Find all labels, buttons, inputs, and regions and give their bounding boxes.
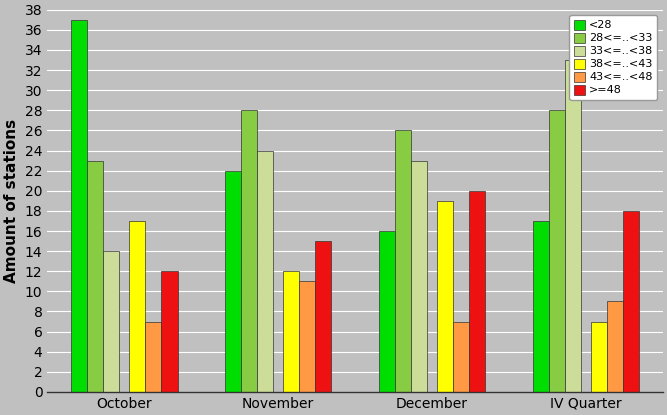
Bar bbox=[129, 221, 145, 392]
Bar bbox=[315, 241, 331, 392]
Bar bbox=[257, 151, 273, 392]
Bar bbox=[437, 201, 453, 392]
Bar bbox=[607, 301, 623, 392]
Y-axis label: Amount of stations: Amount of stations bbox=[4, 119, 19, 283]
Bar bbox=[241, 110, 257, 392]
Bar bbox=[411, 161, 427, 392]
Bar bbox=[145, 322, 161, 392]
Bar bbox=[623, 211, 639, 392]
Bar bbox=[395, 130, 411, 392]
Bar bbox=[103, 251, 119, 392]
Bar bbox=[591, 322, 607, 392]
Bar bbox=[299, 281, 315, 392]
Bar bbox=[549, 110, 565, 392]
Bar bbox=[379, 231, 395, 392]
Legend: <28, 28<=..<33, 33<=..<38, 38<=..<43, 43<=..<48, >=48: <28, 28<=..<33, 33<=..<38, 38<=..<43, 43… bbox=[570, 15, 657, 100]
Bar bbox=[161, 271, 177, 392]
Bar bbox=[469, 191, 486, 392]
Bar bbox=[453, 322, 469, 392]
Bar bbox=[565, 60, 581, 392]
Bar bbox=[87, 161, 103, 392]
Bar bbox=[71, 20, 87, 392]
Bar bbox=[532, 221, 549, 392]
Bar bbox=[283, 271, 299, 392]
Bar bbox=[225, 171, 241, 392]
